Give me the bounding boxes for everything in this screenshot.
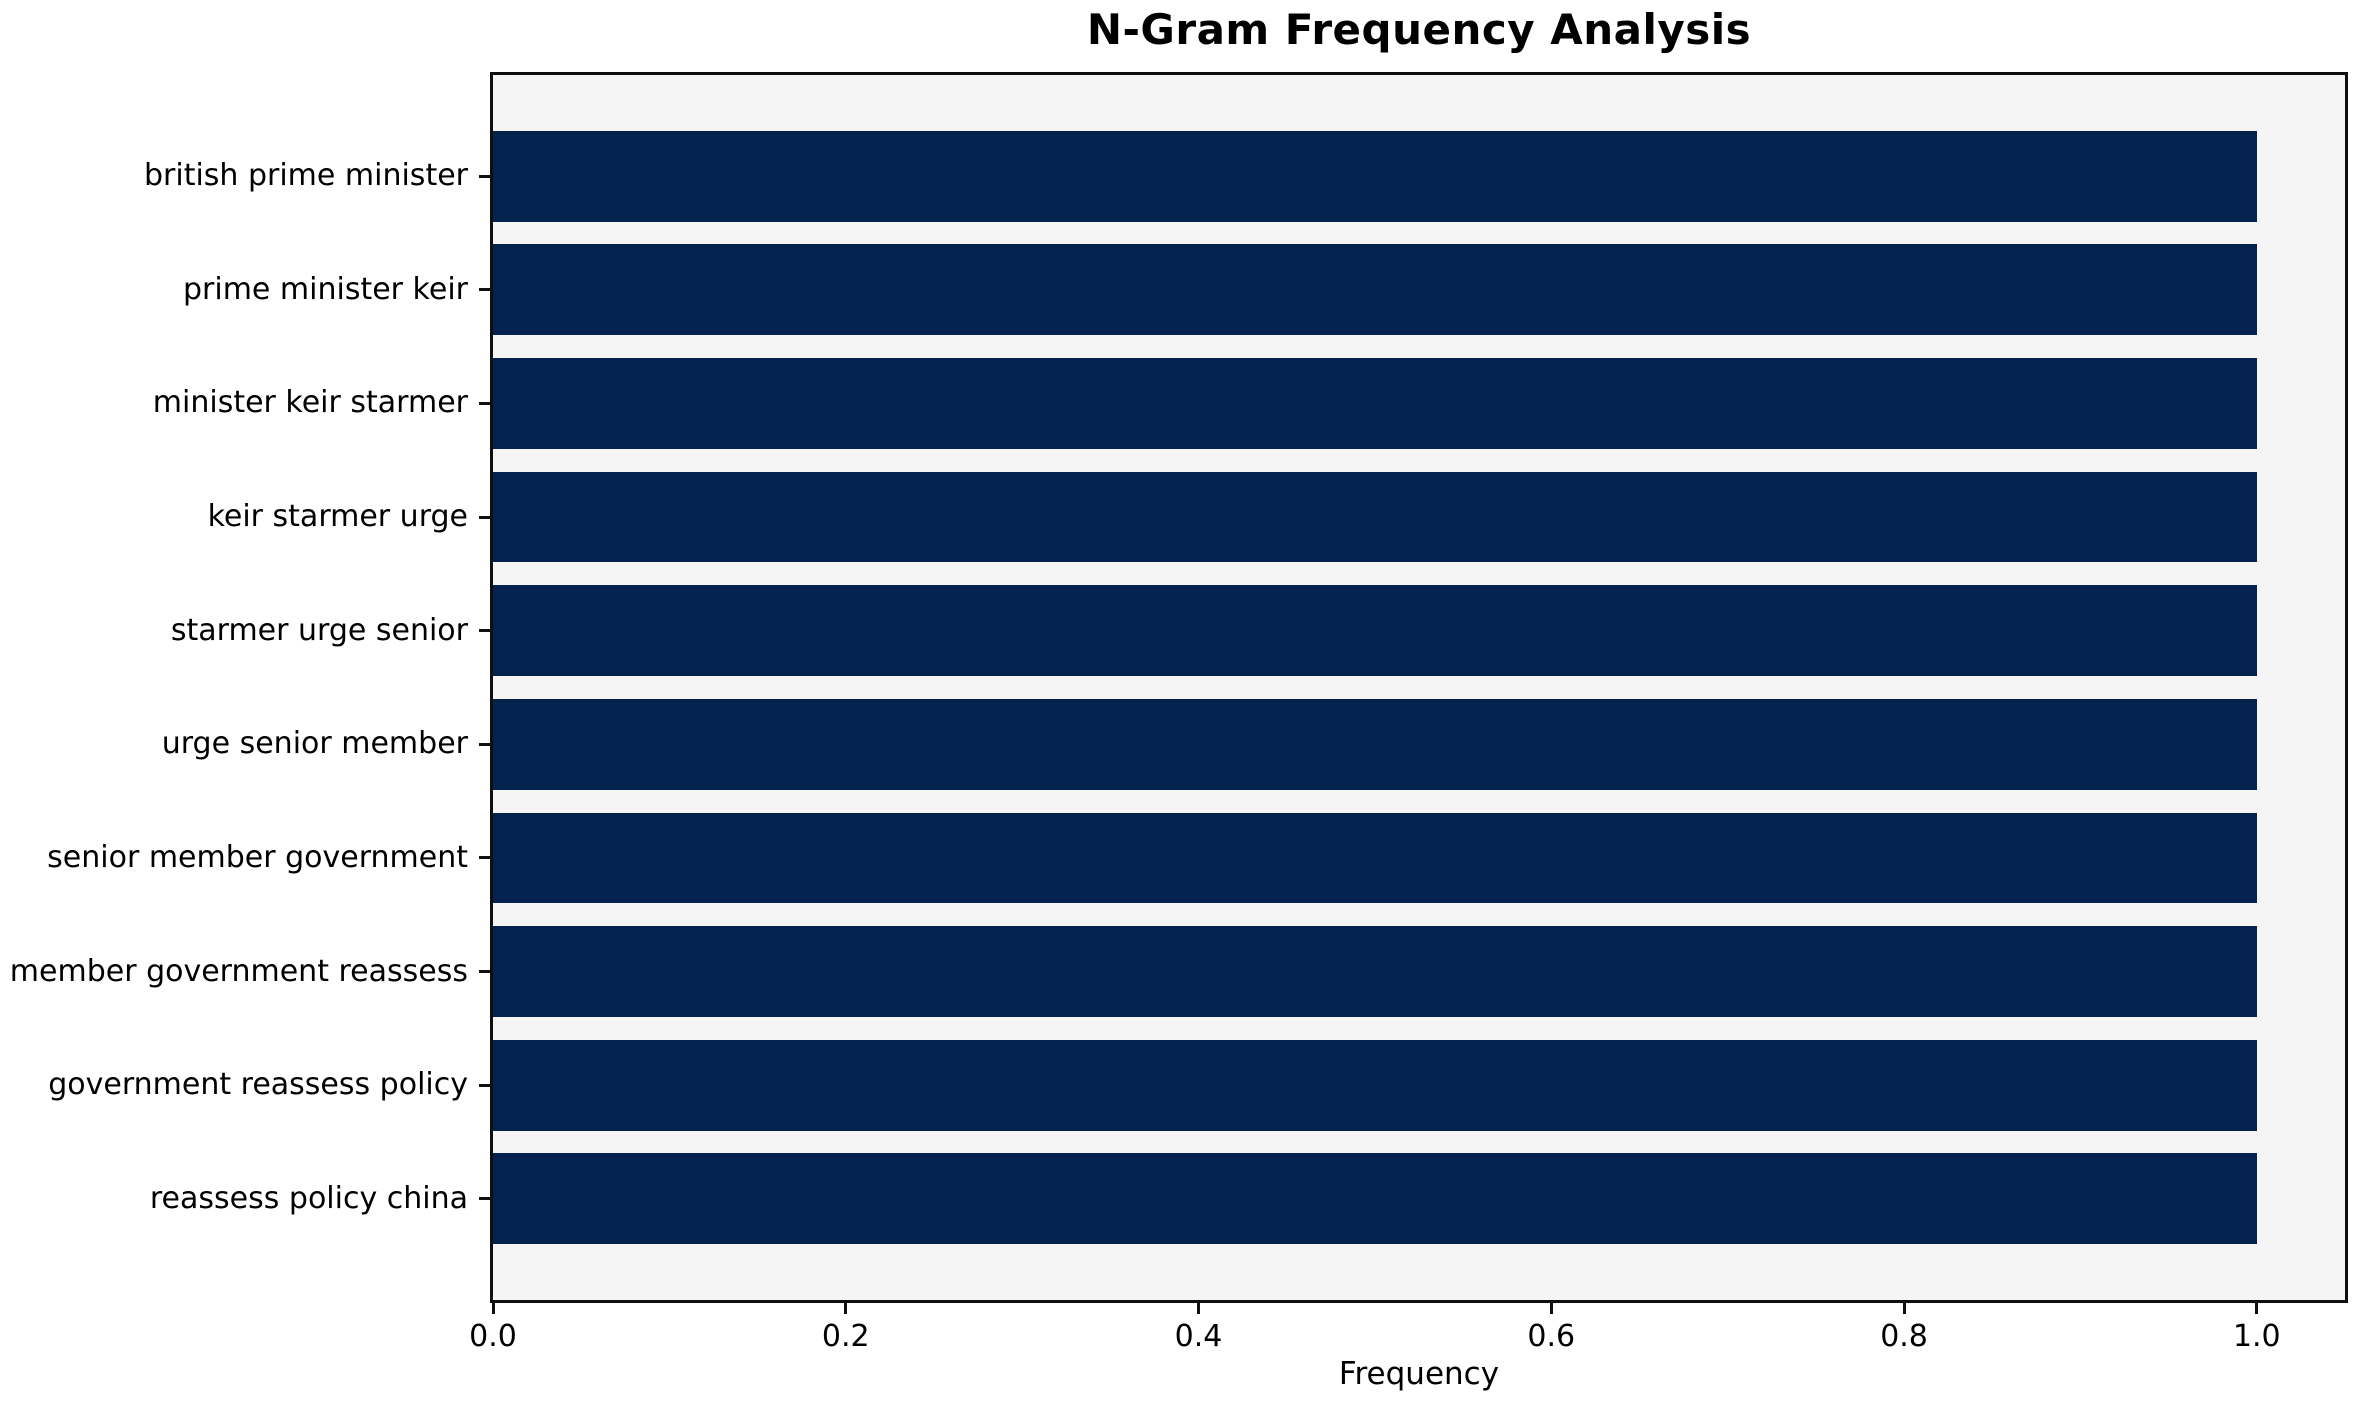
x-tick-mark [491,1303,495,1314]
chart-title: N-Gram Frequency Analysis [1086,5,1752,54]
x-tick-mark [1902,1303,1906,1314]
x-tick-label: 1.0 [2232,1319,2281,1354]
x-tick-mark [1549,1303,1553,1314]
plot-area [490,72,2348,1303]
y-tick-label: government reassess policy [48,1067,468,1103]
bar [493,698,2257,790]
y-tick-mark [479,174,490,178]
bar [493,812,2257,904]
x-tick-label: 0.0 [469,1319,517,1354]
bar [493,926,2257,1018]
bar [493,585,2257,677]
y-tick-label: reassess policy china [149,1180,468,1216]
y-tick-label: keir starmer urge [207,499,468,535]
bar [493,357,2257,449]
x-tick-mark [1197,1303,1201,1314]
bar [493,1039,2257,1131]
y-tick-mark [479,629,490,633]
y-tick-label: senior member government [47,839,468,875]
x-tick-label: 0.4 [1174,1319,1223,1354]
y-tick-label: minister keir starmer [152,385,468,421]
y-tick-mark [479,1083,490,1087]
y-tick-label: british prime minister [143,158,468,194]
y-tick-mark [479,1197,490,1201]
x-tick-mark [2255,1303,2259,1314]
y-tick-label: urge senior member [161,726,468,762]
y-tick-label: member government reassess [9,953,468,989]
bar [493,1153,2257,1245]
y-tick-mark [479,742,490,746]
x-tick-label: 0.2 [821,1319,870,1354]
y-tick-label: prime minister keir [183,271,468,307]
x-tick-label: 0.6 [1527,1319,1576,1354]
x-tick-mark [844,1303,848,1314]
y-tick-mark [479,856,490,860]
bar [493,244,2257,336]
y-tick-label: starmer urge senior [170,612,468,648]
y-tick-mark [479,401,490,405]
bar [493,471,2257,563]
y-tick-mark [479,288,490,292]
x-tick-label: 0.8 [1880,1319,1928,1354]
x-axis-label: Frequency [1338,1356,1500,1392]
bar [493,130,2257,222]
y-tick-mark [479,970,490,974]
y-tick-mark [479,515,490,519]
